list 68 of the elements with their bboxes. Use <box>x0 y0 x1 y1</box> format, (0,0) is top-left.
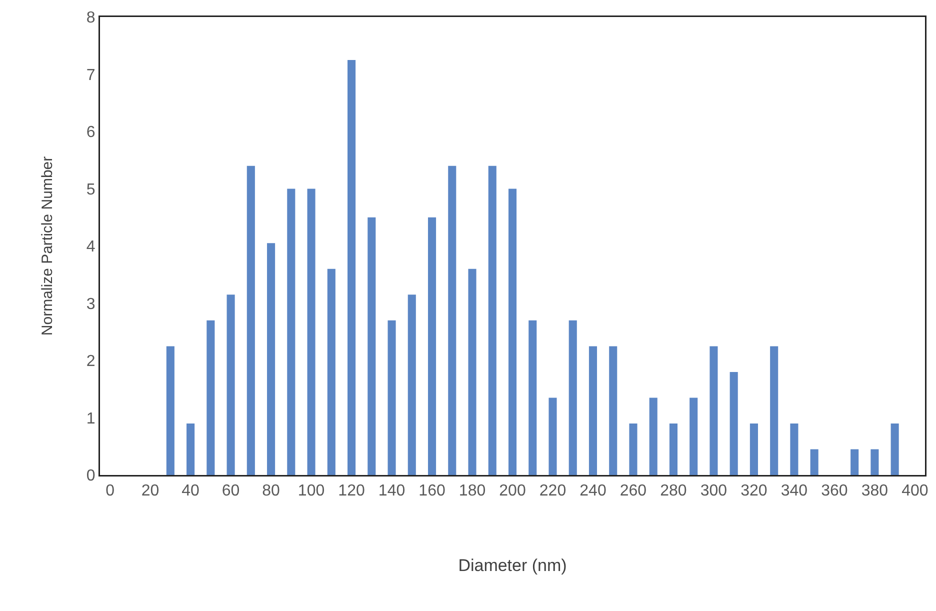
bar <box>890 423 899 475</box>
bar <box>629 423 638 475</box>
bar <box>186 423 195 475</box>
x-tick-label: 120 <box>338 482 365 500</box>
y-tick-label: 8 <box>86 10 96 27</box>
bar <box>568 320 577 475</box>
x-tick-label: 160 <box>418 482 446 500</box>
bar <box>307 188 316 475</box>
x-tick-label: 300 <box>700 482 728 500</box>
x-tick-label: 400 <box>902 482 928 500</box>
x-tick-label: 260 <box>620 482 647 500</box>
x-tick-label: 340 <box>780 482 808 500</box>
bar <box>267 243 276 475</box>
bar <box>649 398 658 475</box>
bar <box>348 60 356 475</box>
x-tick-label: 60 <box>222 482 240 500</box>
bar <box>710 346 718 475</box>
x-tick-label: 100 <box>298 482 325 500</box>
bar <box>327 268 336 475</box>
y-tick-label: 5 <box>86 181 96 198</box>
x-tick-label: 80 <box>262 482 280 500</box>
x-tick-label: 380 <box>861 482 888 500</box>
bar <box>588 346 598 475</box>
bar <box>669 423 678 475</box>
bar <box>448 166 456 475</box>
bar <box>408 294 416 475</box>
y-axis-title: Normalize Particle Number <box>38 156 56 336</box>
bar <box>850 449 859 475</box>
x-axis-title: Diameter (nm) <box>458 556 567 575</box>
bar <box>528 320 537 475</box>
x-tick-label: 140 <box>378 482 406 500</box>
y-tick-label: 2 <box>86 353 96 370</box>
y-tick-label: 3 <box>86 296 96 313</box>
x-tick-label: 200 <box>499 482 526 500</box>
bar <box>287 188 296 475</box>
bar <box>468 268 476 475</box>
x-tick-label: 20 <box>141 482 160 500</box>
bar <box>368 217 376 475</box>
bar <box>770 346 778 475</box>
bar <box>428 217 436 475</box>
bar <box>246 166 255 475</box>
bar <box>810 449 818 475</box>
bar <box>730 372 738 475</box>
bar <box>609 346 618 475</box>
bar <box>790 423 798 475</box>
x-tick-label: 220 <box>539 482 566 500</box>
y-tick-label: 7 <box>86 66 96 84</box>
bar <box>870 449 879 475</box>
y-tick-label: 6 <box>86 124 96 142</box>
x-tick-label: 0 <box>106 482 115 500</box>
bar <box>548 398 557 475</box>
x-tick-label: 280 <box>660 482 687 500</box>
bar <box>750 423 758 475</box>
y-tick-label: 0 <box>86 468 96 485</box>
bar <box>206 320 215 475</box>
bar <box>488 166 496 475</box>
bar <box>166 346 174 475</box>
bar <box>508 188 517 475</box>
x-tick-label: 240 <box>580 482 606 500</box>
bar <box>226 294 235 475</box>
y-tick-label: 4 <box>86 238 96 256</box>
x-tick-label: 320 <box>740 482 768 500</box>
x-tick-label: 40 <box>182 482 200 500</box>
x-tick-label: 180 <box>458 482 486 500</box>
bar <box>690 398 698 475</box>
bar <box>388 320 396 475</box>
x-tick-label: 360 <box>821 482 848 500</box>
y-tick-label: 1 <box>86 410 96 428</box>
